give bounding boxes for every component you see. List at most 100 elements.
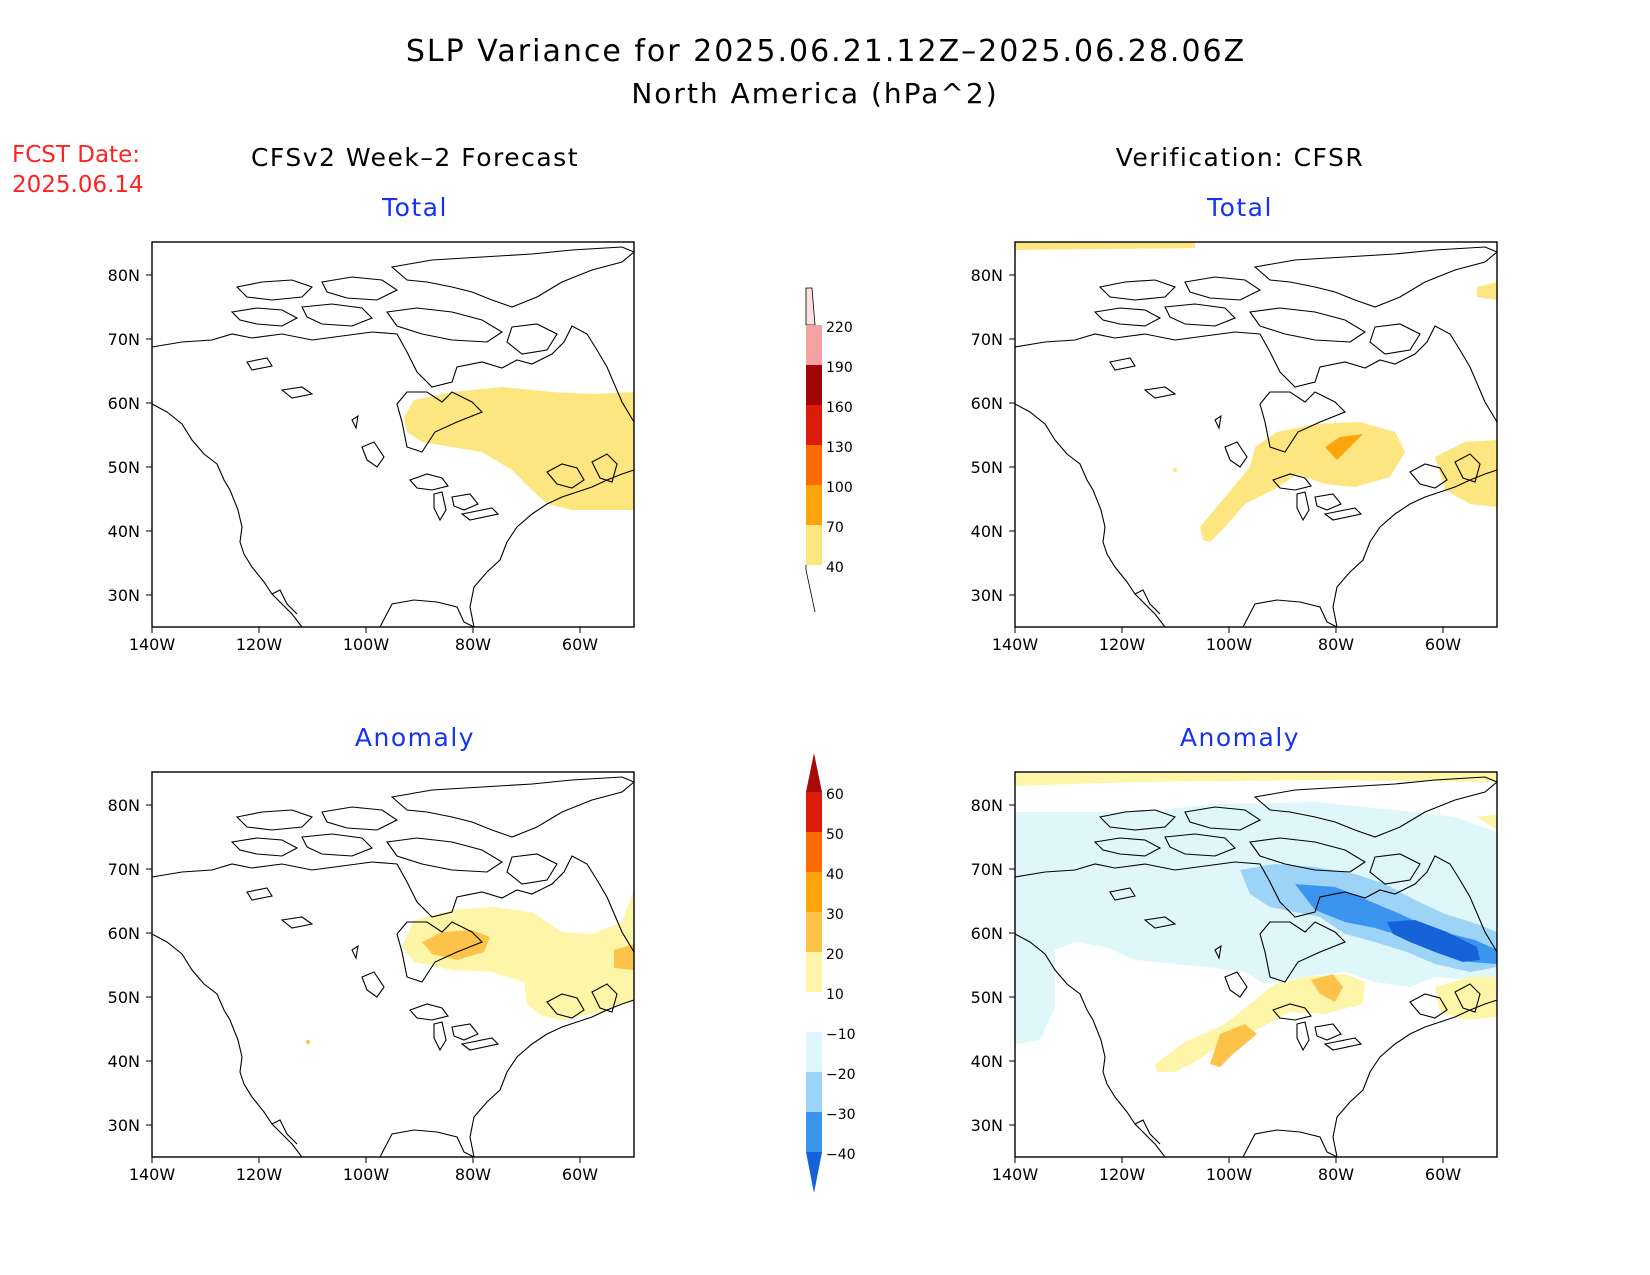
- shade-ver-total-ne: [1477, 282, 1497, 300]
- ytick-p2-40: 40N: [971, 522, 1003, 541]
- ytick-p1-40: 40N: [108, 522, 140, 541]
- colorbar-total-top-tri: [805, 287, 816, 326]
- shade-ver-anom-yellow-top: [1015, 772, 1497, 786]
- panel-title-fcst-anomaly: Anomaly: [355, 723, 475, 752]
- shade-ver-anom-pale-cyan: [1015, 802, 1497, 1044]
- shade-ver-anom-yellow-central: [1155, 974, 1365, 1072]
- cba-label-m20: −20: [826, 1067, 856, 1083]
- shade-ver-anom-deep-blue: [1387, 920, 1480, 962]
- cbt-label-220: 220: [826, 320, 853, 336]
- fcst-date-label: FCST Date:: [12, 142, 140, 168]
- cba-20: [806, 952, 822, 992]
- panel-title-ver-total: Total: [1206, 193, 1273, 222]
- map-panel-ver-anomaly: [1008, 771, 1498, 1164]
- cbt-160: [806, 365, 822, 405]
- cbt-label-40: 40: [826, 560, 844, 576]
- xtick-p2-60: 60W: [1425, 635, 1461, 654]
- colorbar-total-bottom-tri: [805, 565, 816, 613]
- ytick-p2-50: 50N: [971, 458, 1003, 477]
- panel-title-ver-anomaly: Anomaly: [1180, 723, 1300, 752]
- ytick-p4-80: 80N: [971, 796, 1003, 815]
- ytick-p2-70: 70N: [971, 330, 1003, 349]
- xtick-p4-140: 140W: [992, 1165, 1039, 1184]
- cbt-label-130: 130: [826, 440, 853, 456]
- main-subtitle: North America (hPa^2): [631, 77, 998, 110]
- cba-label-30: 30: [826, 907, 844, 923]
- cba-label-m40: −40: [826, 1147, 856, 1163]
- xtick-p1-100: 100W: [343, 635, 390, 654]
- panel-title-fcst-total: Total: [381, 193, 448, 222]
- xtick-p4-100: 100W: [1206, 1165, 1253, 1184]
- xtick-p2-100: 100W: [1206, 635, 1253, 654]
- shade-ver-total-central: [1200, 422, 1405, 542]
- cbt-label-100: 100: [826, 480, 853, 496]
- xtick-p2-120: 120W: [1099, 635, 1146, 654]
- cbt-label-190: 190: [826, 360, 853, 376]
- ytick-p1-80: 80N: [108, 266, 140, 285]
- cba-50: [806, 832, 822, 872]
- xtick-p3-140: 140W: [129, 1165, 176, 1184]
- cba-10: [806, 992, 822, 1032]
- ytick-p2-60: 60N: [971, 394, 1003, 413]
- ytick-p3-60: 60N: [108, 924, 140, 943]
- ytick-p1-60: 60N: [108, 394, 140, 413]
- shade-fcst-anom-20-east: [614, 944, 634, 970]
- cba-label-50: 50: [826, 827, 844, 843]
- cbt-100: [806, 445, 822, 485]
- map-panel-fcst-total: [145, 241, 635, 634]
- map-panel-fcst-anomaly: [145, 771, 635, 1164]
- cba-label-20: 20: [826, 947, 844, 963]
- ytick-p4-70: 70N: [971, 860, 1003, 879]
- xtick-p3-80: 80W: [455, 1165, 491, 1184]
- xtick-p3-60: 60W: [562, 1165, 598, 1184]
- forecast-column-title: CFSv2 Week–2 Forecast: [251, 143, 579, 172]
- cbt-130: [806, 405, 822, 445]
- cba-label-10: 10: [826, 987, 844, 1003]
- shade-fcst-anom-10: [402, 890, 634, 1020]
- ytick-p3-80: 80N: [108, 796, 140, 815]
- cbt-label-70: 70: [826, 520, 844, 536]
- verification-column-title: Verification: CFSR: [1116, 143, 1364, 172]
- cba-40: [806, 872, 822, 912]
- cba-60: [806, 792, 822, 832]
- xtick-p2-80: 80W: [1318, 635, 1354, 654]
- ytick-p1-70: 70N: [108, 330, 140, 349]
- shade-ver-total-orange: [1325, 434, 1363, 460]
- xtick-p1-80: 80W: [455, 635, 491, 654]
- ytick-p1-30: 30N: [108, 586, 140, 605]
- axis-labels: 80N 70N 60N 50N 40N 30N 140W 120W 100W 8…: [108, 266, 1462, 1184]
- ytick-p4-40: 40N: [971, 1052, 1003, 1071]
- cba-label-40: 40: [826, 867, 844, 883]
- ytick-p3-40: 40N: [108, 1052, 140, 1071]
- colorbar-total: 220 190 160 130 100 70 40: [805, 287, 853, 613]
- shade-fcst-total-40: [404, 387, 634, 510]
- ytick-p4-50: 50N: [971, 988, 1003, 1007]
- xtick-p4-60: 60W: [1425, 1165, 1461, 1184]
- xtick-p3-100: 100W: [343, 1165, 390, 1184]
- cba-m10: [806, 1032, 822, 1072]
- shade-ver-anom-gold-central: [1311, 974, 1343, 1002]
- xtick-p4-120: 120W: [1099, 1165, 1146, 1184]
- shade-ver-total-band-top: [1015, 242, 1195, 250]
- cba-m20: [806, 1072, 822, 1112]
- xtick-p1-60: 60W: [562, 635, 598, 654]
- cbt-190: [806, 325, 822, 365]
- xtick-p1-140: 140W: [129, 635, 176, 654]
- ytick-p3-50: 50N: [108, 988, 140, 1007]
- ytick-p3-30: 30N: [108, 1116, 140, 1135]
- cba-top-tri: [806, 753, 822, 792]
- cbt-label-160: 160: [826, 400, 853, 416]
- ytick-p4-30: 30N: [971, 1116, 1003, 1135]
- shade-fcst-anom-20-west: [422, 930, 490, 960]
- cba-m30: [806, 1112, 822, 1152]
- ytick-p2-80: 80N: [971, 266, 1003, 285]
- ytick-p3-70: 70N: [108, 860, 140, 879]
- cba-label-m30: −30: [826, 1107, 856, 1123]
- cba-bottom-tri: [806, 1152, 822, 1193]
- fcst-date-value: 2025.06.14: [12, 172, 144, 198]
- xtick-p4-80: 80W: [1318, 1165, 1354, 1184]
- colorbar-anomaly: 60 50 40 30 20 10 −10 −20 −30 −40: [806, 753, 856, 1193]
- cbt-70: [806, 485, 822, 525]
- ytick-p4-60: 60N: [971, 924, 1003, 943]
